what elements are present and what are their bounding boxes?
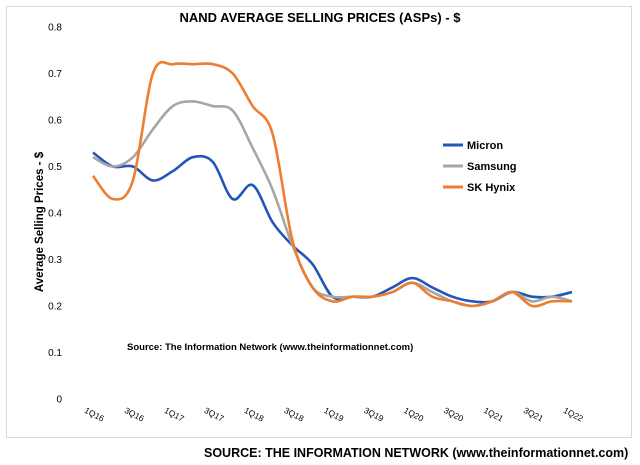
y-tick-label: 0.7 <box>48 69 62 80</box>
x-tick-label: 1Q17 <box>163 405 186 424</box>
x-tick-label: 3Q19 <box>362 405 385 424</box>
y-tick-label: 0.4 <box>48 209 62 220</box>
y-axis: 0 0.1 0.2 0.3 0.4 0.5 0.6 0.7 0.8 <box>48 23 62 406</box>
y-tick-label: 0.8 <box>48 23 62 34</box>
chart-source-annotation: Source: The Information Network (www.the… <box>127 342 413 353</box>
x-tick-label: 1Q16 <box>83 405 106 424</box>
y-tick-label: 0.3 <box>48 255 62 266</box>
x-tick-label: 1Q22 <box>562 405 585 424</box>
y-tick-label: 0.6 <box>48 116 62 127</box>
chart-title: NAND AVERAGE SELLING PRICES (ASPs) - $ <box>180 10 462 25</box>
x-axis: 1Q16 3Q16 1Q17 3Q17 1Q18 3Q18 1Q19 3Q19 1Q20 3Q20… <box>83 405 585 424</box>
series-line-micron <box>92 151 573 304</box>
legend: Micron Samsung SK Hynix <box>443 140 517 194</box>
x-tick-label: 3Q16 <box>123 405 146 424</box>
line-chart: NAND AVERAGE SELLING PRICES (ASPs) - $ A… <box>34 10 585 424</box>
series-line-sk-hynix <box>91 60 573 308</box>
y-tick-label: 0.1 <box>48 348 62 359</box>
x-tick-label: 1Q18 <box>243 405 266 424</box>
legend-label: Samsung <box>467 161 517 173</box>
x-tick-label: 3Q20 <box>442 405 465 424</box>
legend-label: Micron <box>467 140 503 152</box>
series-lines <box>91 60 573 308</box>
legend-label: SK Hynix <box>467 182 516 194</box>
x-tick-label: 3Q17 <box>203 405 226 424</box>
x-tick-label: 3Q18 <box>282 405 305 424</box>
y-tick-label: 0.5 <box>48 162 62 173</box>
series-line-samsung <box>92 100 573 308</box>
x-tick-label: 1Q20 <box>402 405 425 424</box>
y-axis-label: Average Selling Prices - $ <box>34 151 46 292</box>
x-tick-label: 1Q21 <box>482 405 505 424</box>
y-tick-label: 0 <box>56 395 62 406</box>
y-tick-label: 0.2 <box>48 302 62 313</box>
x-tick-label: 3Q21 <box>522 405 545 424</box>
chart-frame: NAND AVERAGE SELLING PRICES (ASPs) - $ A… <box>6 6 632 438</box>
footer-source: SOURCE: THE INFORMATION NETWORK (www.the… <box>204 446 629 460</box>
x-tick-label: 1Q19 <box>322 405 345 424</box>
